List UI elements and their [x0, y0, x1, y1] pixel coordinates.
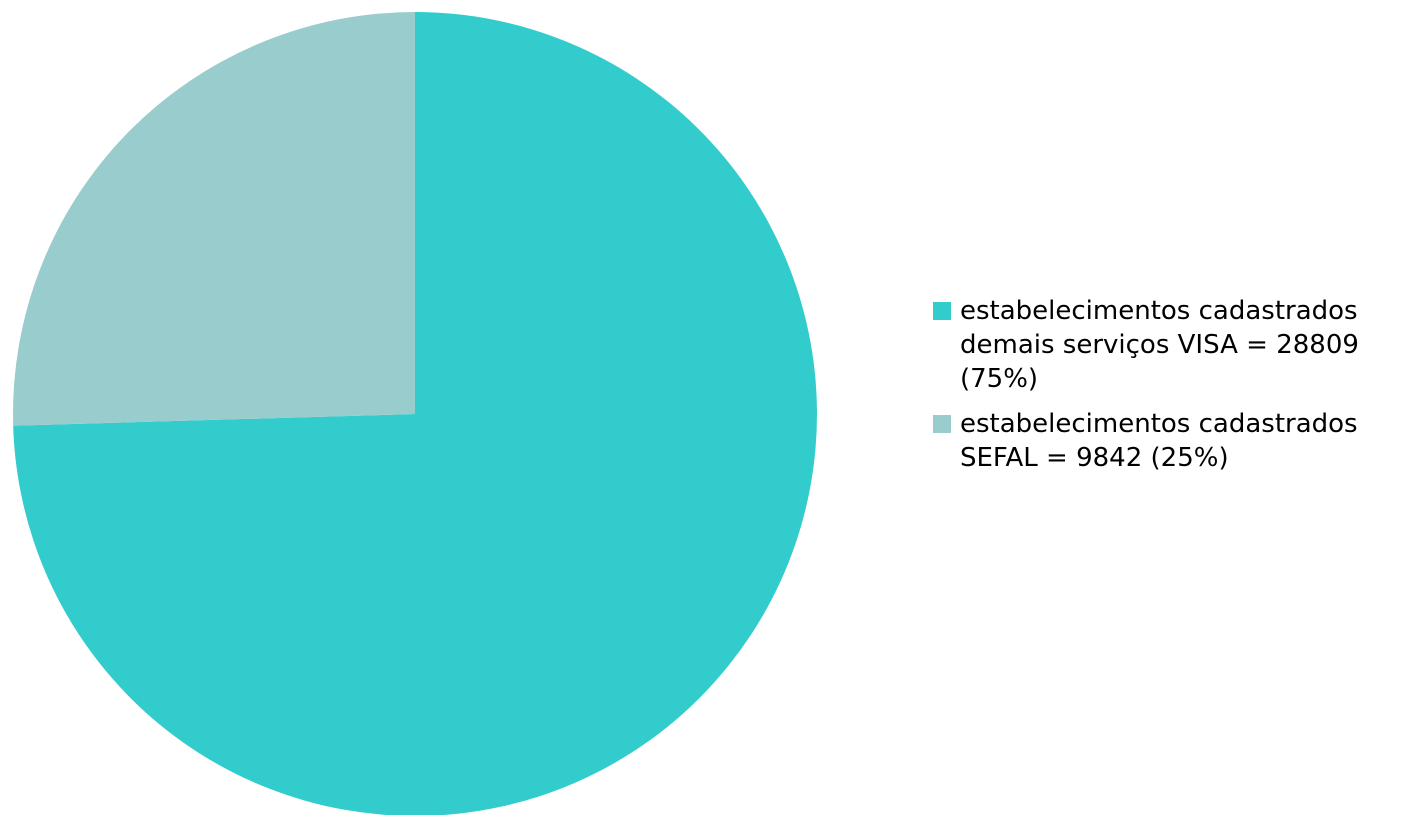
legend-swatch-demais-servicos-visa: [933, 302, 951, 320]
pie-slice-demais-servicos-visa: [13, 12, 817, 815]
legend-item-sefal: estabelecimentos cadastrados SEFAL = 984…: [933, 407, 1421, 475]
legend: estabelecimentos cadastrados demais serv…: [933, 294, 1421, 486]
pie-slice-sefal: [13, 12, 416, 426]
legend-item-demais-servicos-visa: estabelecimentos cadastrados demais serv…: [933, 294, 1421, 396]
legend-label-sefal: estabelecimentos cadastrados SEFAL = 984…: [960, 409, 1358, 473]
legend-swatch-sefal: [933, 415, 951, 433]
legend-label-demais-servicos-visa: estabelecimentos cadastrados demais serv…: [960, 296, 1359, 394]
pie-slices-group: [13, 12, 817, 815]
pie-plot-area: [13, 12, 817, 815]
